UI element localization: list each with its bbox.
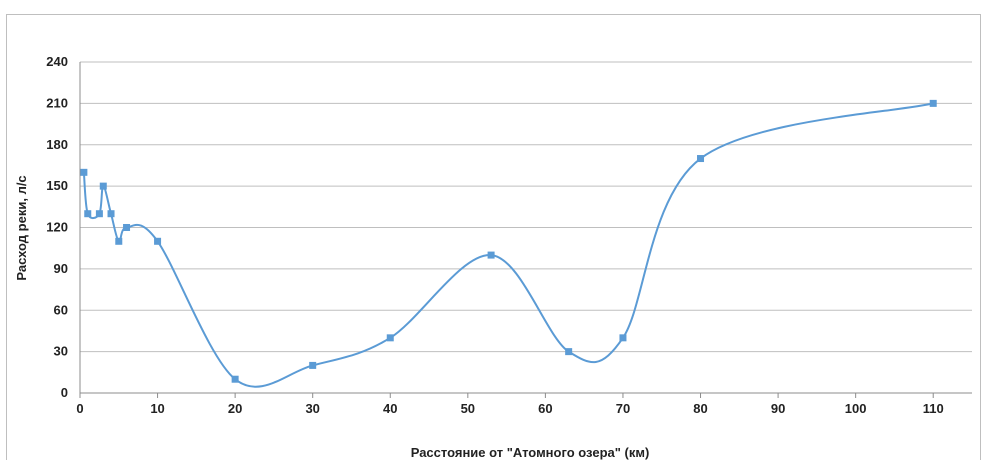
data-point-marker bbox=[99, 182, 107, 190]
data-point-marker bbox=[309, 361, 317, 369]
data-point-marker bbox=[697, 155, 705, 163]
axes bbox=[79, 62, 972, 398]
x-tick-label: 20 bbox=[228, 401, 242, 416]
y-tick-label: 150 bbox=[46, 178, 68, 193]
data-point-marker bbox=[154, 237, 162, 245]
x-tick-label: 40 bbox=[383, 401, 397, 416]
data-point-marker bbox=[84, 210, 92, 218]
x-tick-label: 60 bbox=[538, 401, 552, 416]
y-tick-label: 180 bbox=[46, 137, 68, 152]
y-tick-labels: 0 30 60 90 120 150 180 210 240 bbox=[46, 54, 68, 400]
y-tick-label: 210 bbox=[46, 95, 68, 110]
gridlines bbox=[80, 61, 972, 353]
x-tick-label: 50 bbox=[461, 401, 475, 416]
x-tick-labels: 0 10 20 30 40 50 60 70 80 90 100 110 bbox=[76, 401, 943, 416]
data-point-marker bbox=[231, 375, 239, 383]
data-point-marker bbox=[80, 168, 88, 176]
y-axis-title: Расход реки, л/с bbox=[14, 175, 29, 280]
data-point-marker bbox=[565, 348, 573, 356]
x-axis-title: Расстояние от "Атомного озера" (км) bbox=[411, 445, 650, 460]
y-tick-label: 30 bbox=[54, 344, 68, 359]
x-tick-label: 110 bbox=[923, 401, 944, 416]
data-point-marker bbox=[95, 210, 103, 218]
data-point-marker bbox=[107, 210, 115, 218]
series-line-0 bbox=[82, 102, 934, 388]
x-tick-label: 90 bbox=[771, 401, 785, 416]
data-point-marker bbox=[386, 334, 394, 342]
x-tick-label: 0 bbox=[76, 401, 83, 416]
data-point-marker bbox=[619, 334, 627, 342]
x-tick-label: 80 bbox=[693, 401, 707, 416]
y-tick-label: 90 bbox=[54, 261, 68, 276]
chart-frame bbox=[6, 14, 981, 460]
y-tick-label: 240 bbox=[46, 54, 68, 69]
x-tick-label: 70 bbox=[616, 401, 630, 416]
x-tick-label: 30 bbox=[305, 401, 319, 416]
y-tick-label: 60 bbox=[54, 302, 68, 317]
data-point-marker bbox=[123, 224, 131, 231]
x-tick-label: 10 bbox=[150, 401, 164, 416]
y-tick-label: 120 bbox=[46, 220, 68, 235]
x-tick-label: 100 bbox=[845, 401, 867, 416]
series-layer bbox=[80, 99, 937, 388]
data-point-marker bbox=[487, 251, 495, 259]
data-point-marker bbox=[115, 237, 123, 245]
y-tick-label: 0 bbox=[61, 385, 68, 400]
data-point-marker bbox=[929, 99, 937, 107]
